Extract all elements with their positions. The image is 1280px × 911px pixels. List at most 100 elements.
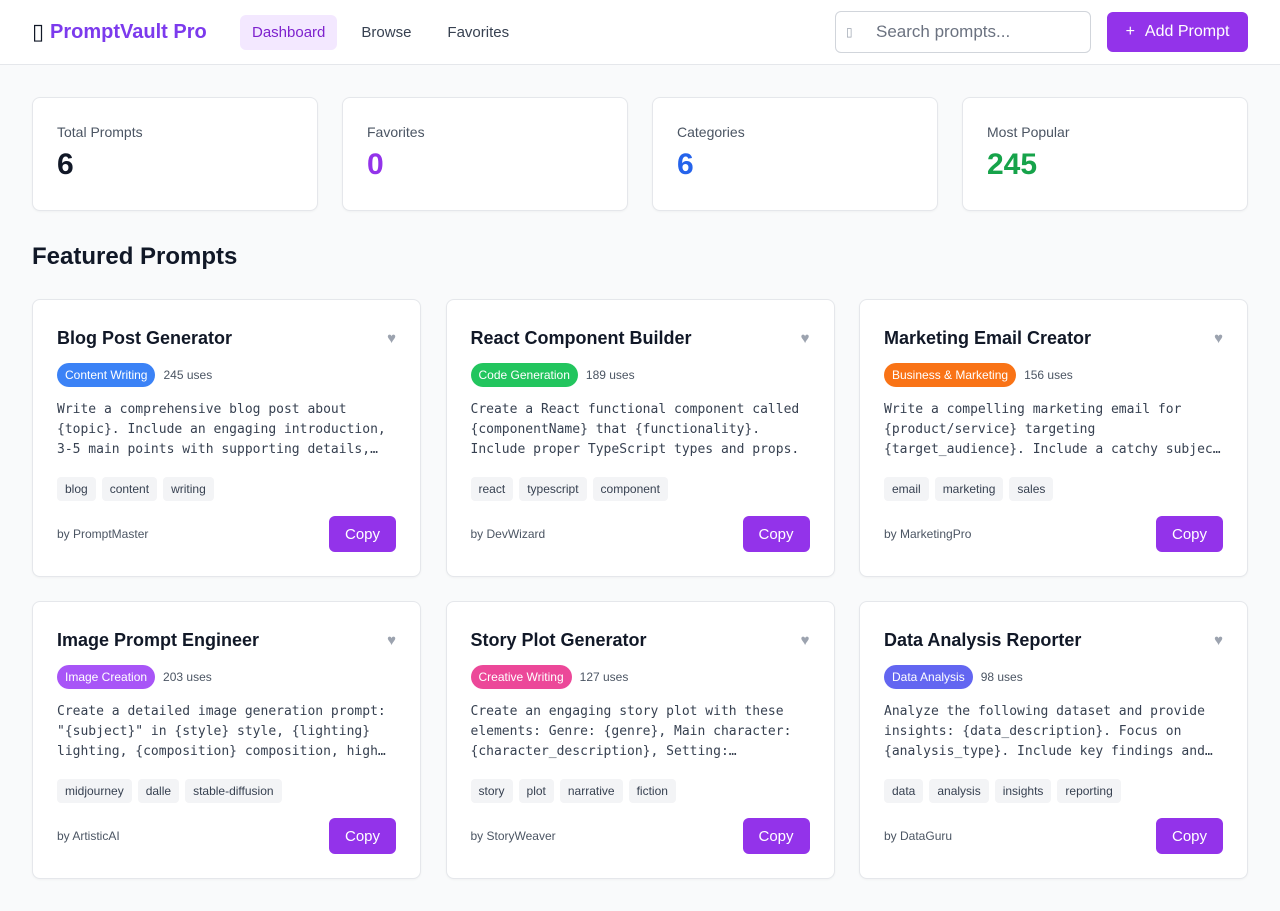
author: by MarketingPro	[884, 527, 972, 541]
category-badge: Data Analysis	[884, 665, 973, 689]
prompt-card[interactable]: Image Prompt Engineer ♥ Image Creation 2…	[32, 601, 421, 879]
prompt-card[interactable]: Blog Post Generator ♥ Content Writing 24…	[32, 299, 421, 577]
card-footer: by MarketingPro Copy	[884, 516, 1223, 552]
plus-icon: +	[1125, 23, 1135, 40]
tag[interactable]: blog	[57, 477, 96, 501]
tag[interactable]: marketing	[934, 477, 1004, 501]
stat-label: Total Prompts	[57, 124, 143, 140]
uses-count: 245 uses	[163, 368, 213, 382]
tag[interactable]: data	[884, 779, 924, 803]
search-input[interactable]	[836, 12, 1090, 52]
copy-button[interactable]: Copy	[329, 516, 396, 552]
stat-label: Most Popular	[987, 124, 1070, 140]
card-title: React Component Builder	[470, 328, 692, 348]
tag[interactable]: fiction	[628, 779, 676, 803]
author: by StoryWeaver	[470, 829, 556, 843]
tag[interactable]: email	[884, 477, 929, 501]
category-badge: Business & Marketing	[884, 363, 1017, 387]
tag[interactable]: component	[592, 477, 668, 501]
add-prompt-button[interactable]: + Add Prompt	[1107, 12, 1248, 52]
card-title: Story Plot Generator	[470, 630, 647, 650]
card-footer: by DataGuru Copy	[884, 818, 1223, 854]
brand[interactable]: ▯ PromptVault Pro	[32, 21, 240, 44]
main-nav: Dashboard Browse Favorites	[240, 14, 521, 50]
copy-button[interactable]: Copy	[1156, 516, 1223, 552]
tag[interactable]: sales	[1009, 477, 1054, 501]
prompt-card[interactable]: React Component Builder ♥ Code Generatio…	[445, 299, 835, 577]
prompt-body: Create a React functional component call…	[470, 402, 800, 457]
author: by DataGuru	[884, 829, 953, 843]
copy-button[interactable]: Copy	[329, 818, 396, 854]
tag[interactable]: dalle	[137, 779, 180, 803]
tag[interactable]: writing	[163, 477, 214, 501]
heart-icon[interactable]: ♥	[387, 330, 396, 347]
prompt-body: Write a comprehensive blog post about {t…	[57, 402, 386, 457]
tag[interactable]: insights	[994, 779, 1052, 803]
tag-list: email marketing sales	[884, 477, 1223, 501]
nav-dashboard[interactable]: Dashboard	[240, 14, 338, 50]
heart-icon[interactable]: ♥	[387, 632, 396, 649]
heart-icon[interactable]: ♥	[800, 330, 810, 347]
copy-button[interactable]: Copy	[1156, 818, 1223, 854]
tag[interactable]: stable-diffusion	[185, 779, 282, 803]
stat-total-prompts: Total Prompts 6	[32, 97, 318, 211]
copy-button[interactable]: Copy	[742, 516, 810, 552]
tag-list: react typescript component	[470, 477, 810, 501]
category-badge: Content Writing	[57, 363, 156, 387]
tag[interactable]: plot	[518, 779, 554, 803]
tag[interactable]: content	[101, 477, 158, 501]
uses-count: 127 uses	[579, 670, 629, 684]
tag-list: data analysis insights reporting	[884, 779, 1223, 803]
section-title: Featured Prompts	[32, 243, 238, 270]
prompt-card[interactable]: Data Analysis Reporter ♥ Data Analysis 9…	[859, 601, 1248, 879]
card-title: Marketing Email Creator	[884, 328, 1092, 348]
category-badge: Image Creation	[57, 665, 156, 689]
card-meta: Business & Marketing 156 uses	[884, 363, 1223, 387]
uses-count: 98 uses	[980, 670, 1023, 684]
heart-icon[interactable]: ♥	[1214, 330, 1223, 347]
vault-icon: ▯	[32, 19, 45, 44]
prompt-card[interactable]: Story Plot Generator ♥ Creative Writing …	[445, 601, 835, 879]
prompt-body: Create a detailed image generation promp…	[57, 704, 386, 759]
stat-most-popular: Most Popular 245	[962, 97, 1248, 211]
tag-list: story plot narrative fiction	[470, 779, 810, 803]
card-meta: Creative Writing 127 uses	[470, 665, 810, 689]
tag[interactable]: analysis	[929, 779, 989, 803]
stat-label: Categories	[677, 124, 745, 140]
prompt-body: Analyze the following dataset and provid…	[884, 704, 1205, 759]
tag[interactable]: story	[470, 779, 513, 803]
top-header: ▯ PromptVault Pro Dashboard Browse Favor…	[0, 0, 1280, 65]
nav-browse[interactable]: Browse	[361, 23, 412, 41]
card-footer: by StoryWeaver Copy	[471, 818, 810, 854]
add-prompt-label: Add Prompt	[1144, 23, 1230, 40]
uses-count: 156 uses	[1024, 368, 1073, 382]
category-badge: Code Generation	[470, 363, 578, 387]
brand-name: PromptVault Pro	[50, 20, 207, 43]
stat-value: 0	[367, 148, 384, 181]
copy-button[interactable]: Copy	[742, 818, 810, 854]
card-meta: Code Generation 189 uses	[470, 363, 810, 387]
card-meta: Content Writing 245 uses	[57, 363, 396, 387]
stat-value: 6	[677, 148, 694, 181]
card-title: Blog Post Generator	[57, 328, 233, 348]
stats-row: Total Prompts 6 Favorites 0 Categories 6…	[32, 97, 1248, 211]
search-box: ▯	[835, 11, 1091, 53]
card-meta: Image Creation 203 uses	[57, 665, 396, 689]
card-footer: by PromptMaster Copy	[57, 516, 396, 552]
tag-list: blog content writing	[57, 477, 396, 501]
heart-icon[interactable]: ♥	[800, 632, 810, 649]
tag[interactable]: narrative	[559, 779, 623, 803]
card-footer: by ArtisticAI Copy	[57, 818, 396, 854]
heart-icon[interactable]: ♥	[1214, 632, 1223, 649]
card-meta: Data Analysis 98 uses	[884, 665, 1223, 689]
stat-label: Favorites	[367, 124, 425, 140]
tag[interactable]: reporting	[1057, 779, 1121, 803]
search-icon: ▯	[846, 25, 853, 39]
tag[interactable]: midjourney	[57, 779, 132, 803]
nav-favorites[interactable]: Favorites	[447, 23, 510, 41]
tag[interactable]: react	[470, 477, 514, 501]
tag[interactable]: typescript	[519, 477, 587, 501]
uses-count: 203 uses	[163, 670, 212, 684]
prompt-card[interactable]: Marketing Email Creator ♥ Business & Mar…	[859, 299, 1248, 577]
stat-value: 245	[987, 148, 1038, 181]
